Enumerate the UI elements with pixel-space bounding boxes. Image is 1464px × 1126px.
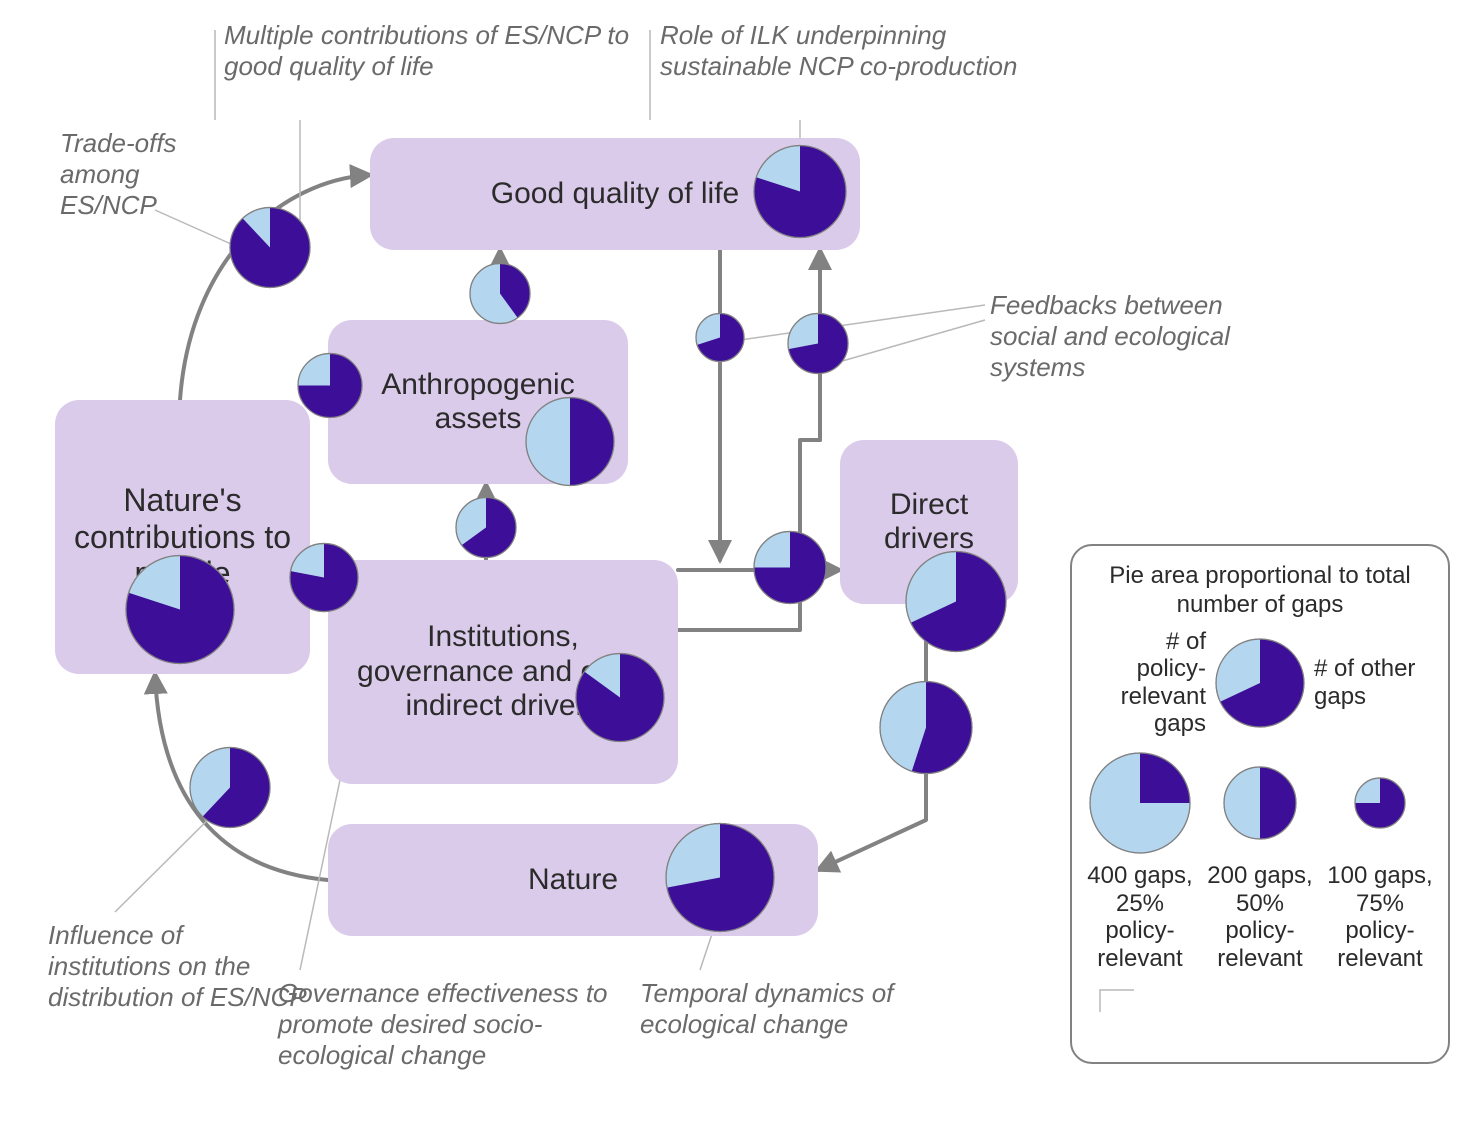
pie-wrap-e_inst_dir (752, 530, 828, 611)
legend-title: Pie area proportional to total number of… (1084, 562, 1436, 620)
legend-size-0: 400 gaps, 25% policy-relevant (1084, 748, 1196, 972)
legend-size-2: 100 gaps, 75% policy-relevant (1324, 748, 1436, 972)
callout-ilk: Role of ILK underpinning sustainable NCP… (660, 20, 1080, 82)
pie-wrap-anthro (524, 396, 616, 493)
callout-tradeoffs: Trade-offs among ES/NCP (60, 128, 230, 222)
pie-wrap-e_gqol_inst (694, 312, 746, 369)
legend-right-label: # of other gaps (1314, 655, 1424, 710)
legend-size-label-1: 200 gaps, 50% policy-relevant (1204, 862, 1316, 972)
legend: Pie area proportional to total number of… (1070, 544, 1450, 1064)
pie-e_inst_anth (454, 496, 518, 560)
diagram-canvas: Good quality of lifeNature's contributio… (0, 0, 1464, 1126)
pie-wrap-ncp (124, 554, 236, 671)
callout-line-temporal (700, 934, 712, 970)
legend-size-label-2: 100 gaps, 75% policy-relevant (1324, 862, 1436, 972)
pie-legend-example (1214, 637, 1306, 729)
pie-e_dir_nat (878, 680, 974, 776)
legend-size-1: 200 gaps, 50% policy-relevant (1204, 748, 1316, 972)
pie-e_ncp_gqol (228, 206, 312, 290)
callout-feedbacks: Feedbacks between social and ecological … (990, 290, 1290, 384)
pie-wrap-e_dir_nat (878, 680, 974, 781)
pie-gqol (752, 144, 848, 240)
pie-e_gqol_inst (694, 312, 746, 364)
legend-size-label-0: 400 gaps, 25% policy-relevant (1084, 862, 1196, 972)
pie-wrap-gqol (752, 144, 848, 245)
pie-legend-size-0 (1088, 751, 1192, 855)
callout-temporal: Temporal dynamics of ecological change (640, 978, 940, 1040)
pie-ncp (124, 554, 236, 666)
pie-legend-size-1 (1222, 765, 1298, 841)
pie-wrap-nature (664, 822, 776, 939)
pie-e_anth_gqol (468, 262, 532, 326)
pie-nature (664, 822, 776, 934)
node-label-gqol: Good quality of life (491, 177, 739, 212)
pie-wrap-e_nat_ncp (188, 746, 272, 835)
pie-e_ncp_anth (296, 352, 364, 420)
node-label-nature: Nature (528, 863, 618, 898)
callout-line-feedbacks (740, 305, 985, 368)
pie-e_inst_dir (752, 530, 828, 606)
node-label-direct: Direct drivers (858, 488, 1000, 557)
callout-multiple: Multiple contributions of ES/NCP to good… (224, 20, 644, 82)
pie-e_nat_ncp (188, 746, 272, 830)
pie-anthro (524, 396, 616, 488)
pie-inst (574, 652, 666, 744)
legend-left-label: # of policy-relevant gaps (1096, 628, 1206, 738)
pie-e_gqol_dir (786, 312, 850, 376)
legend-leader-icon (1098, 984, 1138, 1014)
pie-wrap-e_anth_gqol (468, 262, 532, 331)
pie-wrap-inst (574, 652, 666, 749)
callout-governance: Governance effectiveness to promote desi… (278, 978, 618, 1072)
pie-wrap-e_ncp_gqol (228, 206, 312, 295)
callout-influence: Influence of institutions on the distrib… (48, 920, 308, 1014)
pie-direct (904, 550, 1008, 654)
pie-wrap-direct (904, 550, 1008, 659)
pie-wrap-e_inst_anth (454, 496, 518, 565)
pie-wrap-e_inst_ncp (288, 542, 360, 619)
pie-e_inst_ncp (288, 542, 360, 614)
pie-legend-size-2 (1353, 776, 1407, 830)
pie-wrap-e_gqol_dir (786, 312, 850, 381)
pie-wrap-e_ncp_anth (296, 352, 364, 425)
